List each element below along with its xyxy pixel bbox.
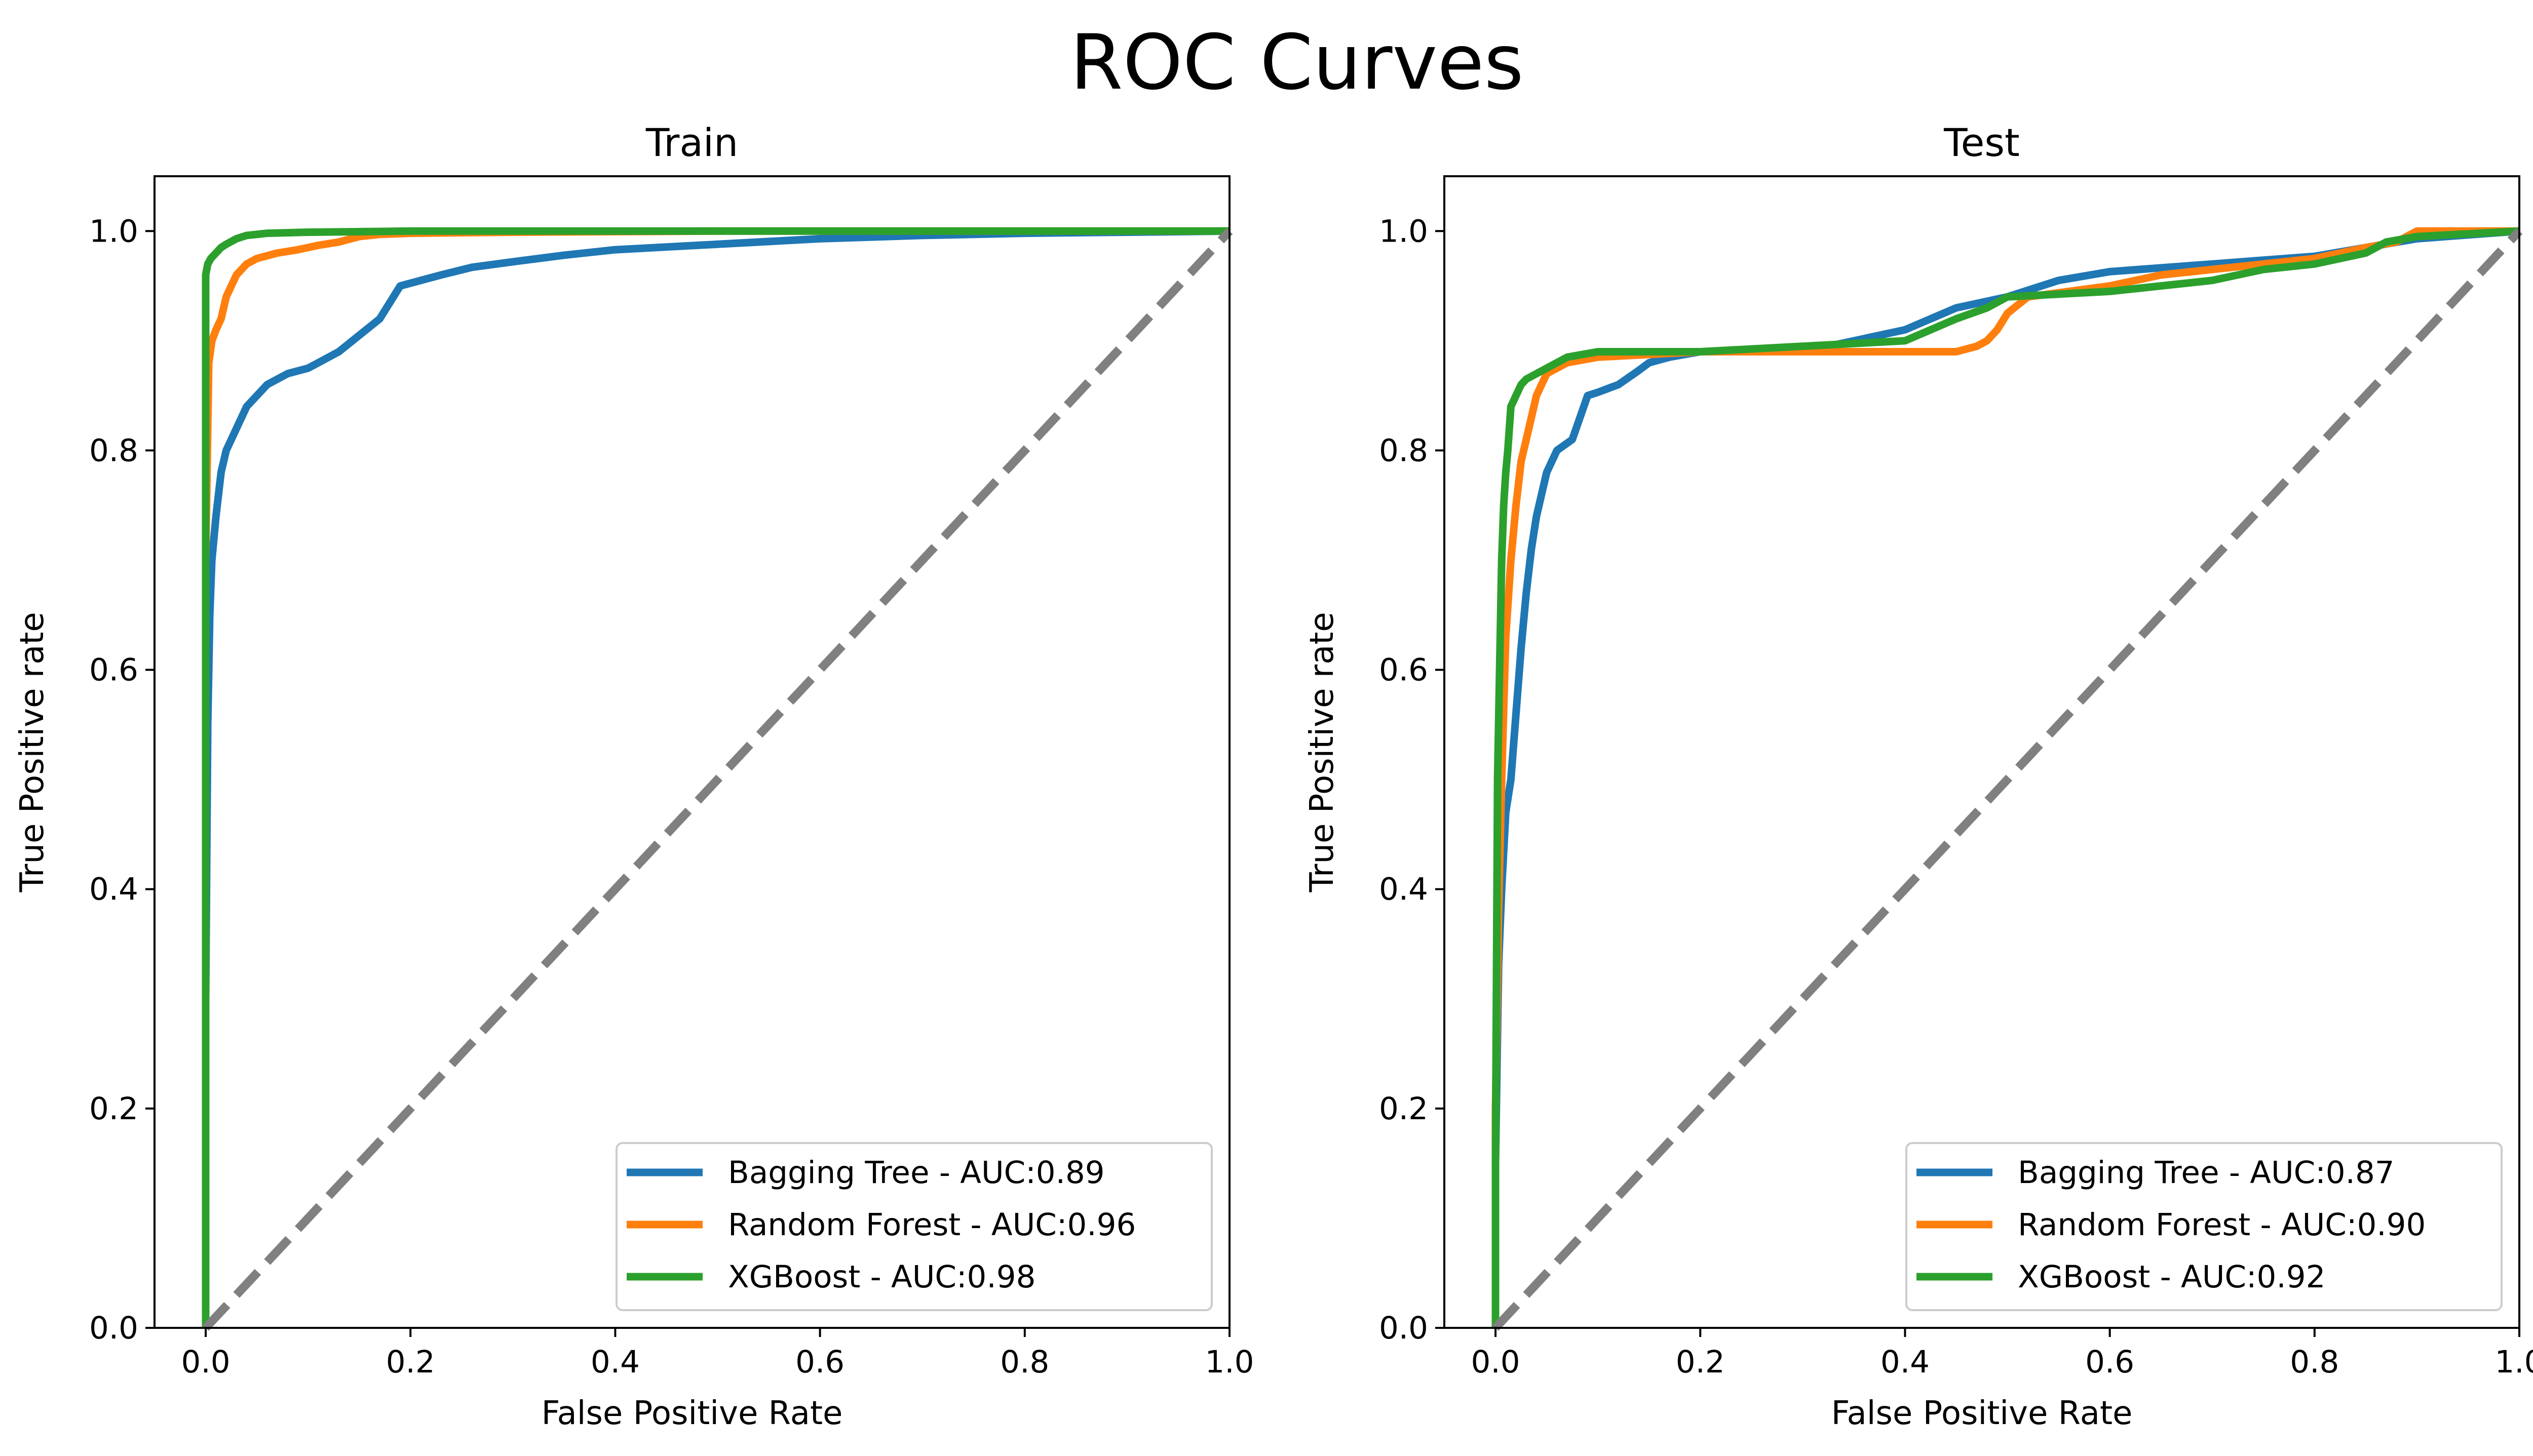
train-legend-label: Random Forest - AUC:0.96 xyxy=(728,1207,1136,1243)
test-legend-label: Random Forest - AUC:0.90 xyxy=(2018,1207,2426,1243)
test-legend: Bagging Tree - AUC:0.87 Random Forest - A… xyxy=(1905,1142,2503,1311)
train-y-tick-label: 0.8 xyxy=(89,432,138,468)
test-x-tick-label: 0.2 xyxy=(1676,1344,1725,1380)
train-legend-box xyxy=(616,1142,1213,1311)
train-legend-label: XGBoost - AUC:0.98 xyxy=(728,1259,1035,1295)
test-x-axis-label: False Positive Rate xyxy=(1831,1395,2133,1432)
test-y-tick-label: 1.0 xyxy=(1379,213,1428,249)
test-series-line-xgboost xyxy=(1491,227,2520,1328)
test-x-tick-label: 0.0 xyxy=(1471,1344,1520,1380)
test-y-tick-label: 0.4 xyxy=(1379,872,1428,908)
test-x-tick-label: 0.8 xyxy=(2290,1344,2339,1380)
train-y-axis-label: True Positive rate xyxy=(14,612,51,892)
train-axes-frame xyxy=(153,175,1231,1329)
test-x-tick-label: 1.0 xyxy=(2494,1344,2533,1380)
figure-title: ROC Curves xyxy=(1070,19,1523,107)
train-plot-title: Train xyxy=(645,120,738,165)
test-legend-label: Bagging Tree - AUC:0.87 xyxy=(2018,1155,2395,1191)
test-y-tick-label: 0.8 xyxy=(1379,432,1428,468)
train-series-line-bagging-tree xyxy=(202,227,1230,1328)
train-x-axis-label: False Positive Rate xyxy=(542,1395,843,1432)
train-y-tick-label: 1.0 xyxy=(89,213,138,249)
train-y-tick-label: 0.2 xyxy=(89,1091,138,1127)
test-y-tick-label: 0.0 xyxy=(1379,1310,1428,1346)
test-y-tick-label: 0.2 xyxy=(1379,1091,1428,1127)
test-plot-title: Test xyxy=(1943,120,2020,165)
train-y-tick-label: 0.6 xyxy=(89,652,138,688)
test-y-axis-label: True Positive rate xyxy=(1303,612,1341,892)
test-reference-diagonal xyxy=(1492,228,2523,1331)
test-x-tick-label: 0.6 xyxy=(2085,1344,2134,1380)
test-series-line-random-forest xyxy=(1491,227,2519,1328)
train-y-tick-label: 0.4 xyxy=(89,872,138,908)
test-panel: Test 0.0 0.2 0.4 0.6 0.8 1.0 0.0 0.2 0.4 0.6 0.8 1.0… xyxy=(1303,120,2533,1432)
train-x-tick-label: 0.8 xyxy=(1000,1344,1049,1380)
train-reference-diagonal xyxy=(202,228,1233,1331)
train-legend-label: Bagging Tree - AUC:0.89 xyxy=(728,1155,1105,1191)
train-series-line-xgboost xyxy=(202,227,1230,1328)
train-x-tick-label: 0.2 xyxy=(386,1344,435,1380)
test-axes-frame xyxy=(1443,175,2520,1329)
test-legend-label: XGBoost - AUC:0.92 xyxy=(2018,1259,2325,1295)
train-x-tick-label: 0.0 xyxy=(181,1344,231,1380)
test-legend-box xyxy=(1905,1142,2503,1311)
train-x-tick-label: 0.4 xyxy=(591,1344,640,1380)
train-x-tick-label: 0.6 xyxy=(795,1344,845,1380)
train-y-tick-label: 0.0 xyxy=(89,1310,138,1346)
test-y-tick-label: 0.6 xyxy=(1379,652,1428,688)
test-x-tick-label: 0.4 xyxy=(1880,1344,1930,1380)
train-legend: Bagging Tree - AUC:0.89 Random Forest - A… xyxy=(616,1142,1213,1311)
train-x-tick-label: 1.0 xyxy=(1205,1344,1254,1380)
train-panel: Train 0.0 0.2 0.4 0.6 0.8 1.0 0.0 0.2 0.4 0.6 0.8 1.… xyxy=(14,120,1254,1432)
test-series-line-bagging-tree xyxy=(1491,227,2520,1328)
